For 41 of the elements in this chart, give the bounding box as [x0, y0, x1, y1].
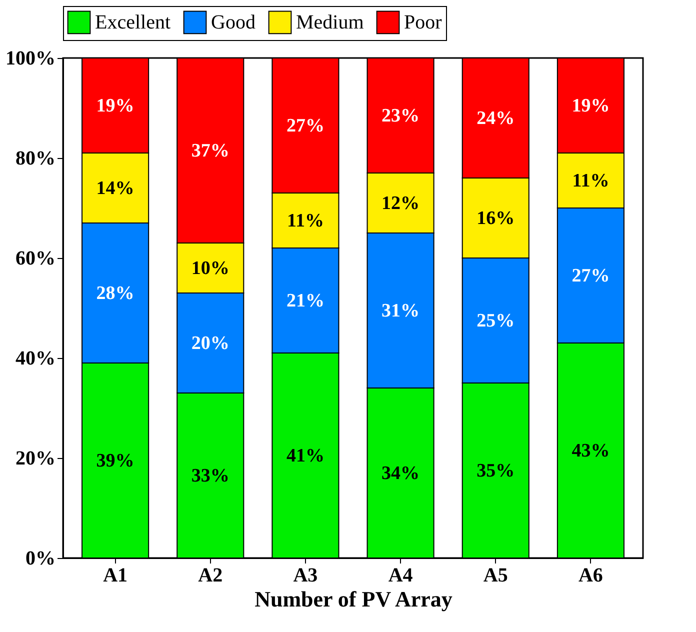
- legend-label: Excellent: [95, 11, 171, 34]
- y-tick-label: 60%: [16, 248, 56, 270]
- data-label: 27%: [286, 116, 324, 136]
- data-label: 12%: [382, 193, 420, 214]
- data-label: 34%: [382, 463, 420, 484]
- y-tick-label: 100%: [6, 48, 56, 70]
- data-label: 20%: [191, 333, 230, 354]
- y-tick-label: 80%: [16, 148, 56, 170]
- y-tick-label: 20%: [16, 448, 56, 470]
- data-label: 24%: [476, 108, 515, 129]
- data-label: 14%: [96, 178, 134, 199]
- data-label: 19%: [572, 96, 610, 116]
- x-tick-label: A1: [103, 564, 128, 586]
- data-label: 23%: [382, 106, 420, 126]
- data-label: 33%: [191, 466, 230, 486]
- data-label: 11%: [286, 210, 324, 232]
- data-label: 25%: [476, 310, 515, 332]
- data-label: 39%: [96, 450, 134, 472]
- data-label: 35%: [476, 460, 515, 482]
- data-label: 41%: [286, 446, 324, 466]
- data-label: 37%: [191, 140, 230, 162]
- data-label: 28%: [96, 283, 134, 304]
- data-label: 10%: [191, 258, 230, 279]
- legend-label: Poor: [404, 11, 442, 34]
- x-axis-title: Number of PV Array: [254, 586, 452, 612]
- data-label: 21%: [286, 290, 324, 312]
- x-tick-label: A4: [388, 564, 413, 586]
- data-label: 11%: [572, 170, 610, 192]
- x-tick-label: A3: [293, 564, 318, 586]
- data-label: 19%: [96, 96, 134, 116]
- y-tick-label: 0%: [26, 548, 56, 570]
- legend-label: Good: [211, 11, 256, 34]
- data-label: 16%: [476, 208, 515, 229]
- x-tick-label: A2: [198, 564, 223, 586]
- data-label: 43%: [572, 440, 610, 462]
- x-tick-label: A6: [578, 564, 603, 586]
- legend-label: Medium: [296, 11, 364, 34]
- x-tick-label: A5: [483, 564, 508, 586]
- data-label: 31%: [382, 300, 420, 322]
- y-tick-label: 40%: [16, 348, 56, 370]
- data-label: 27%: [572, 266, 610, 286]
